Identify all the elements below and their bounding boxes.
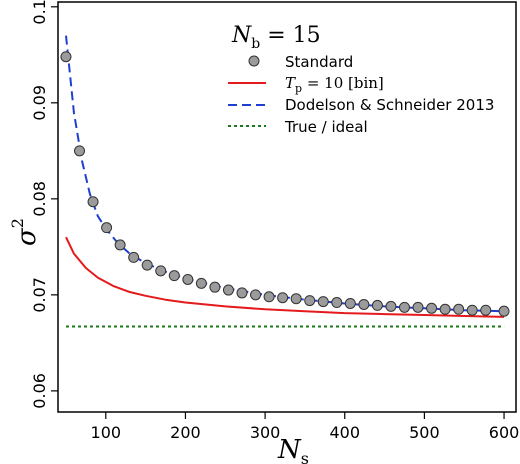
standard-point <box>74 145 86 157</box>
standard-point <box>128 251 140 263</box>
y-tick-label: 0.10 <box>30 0 49 25</box>
standard-point <box>290 293 302 305</box>
standard-point <box>141 259 153 271</box>
standard-point <box>317 296 329 308</box>
standard-point <box>498 305 510 317</box>
x-tick-label: 300 <box>250 423 281 442</box>
legend: Standard Tp = 10 [bin] Dodelson & Schnei… <box>228 53 494 136</box>
standard-point <box>236 287 248 299</box>
y-tick-label: 0.06 <box>30 373 49 409</box>
standard-point <box>412 301 424 313</box>
standard-point <box>250 289 262 301</box>
tp-line <box>65 236 505 318</box>
legend-label-dodelson: Dodelson & Schneider 2013 <box>285 96 494 114</box>
standard-point <box>331 297 343 309</box>
x-tick-label: 100 <box>91 423 122 442</box>
standard-point <box>453 303 465 315</box>
standard-point <box>480 304 492 316</box>
standard-point <box>439 303 451 315</box>
standard-point <box>114 239 126 251</box>
x-tick-label: 600 <box>489 423 520 442</box>
legend-marker-standard <box>248 55 260 67</box>
standard-point <box>371 299 383 311</box>
y-tick-label: 0.07 <box>30 277 49 313</box>
x-tick-label: 400 <box>329 423 360 442</box>
standard-point <box>358 298 370 310</box>
standard-point <box>344 297 356 309</box>
standard-point <box>263 291 275 303</box>
standard-point <box>195 277 207 289</box>
chart-title: Nb = 15 <box>231 23 321 52</box>
x-axis-label: Ns <box>277 435 309 464</box>
standard-point <box>466 304 478 316</box>
legend-label-tp: Tp = 10 [bin] <box>285 74 384 95</box>
y-tick-label: 0.09 <box>30 85 49 121</box>
y-axis-label: σ2 <box>8 218 42 246</box>
standard-point <box>182 273 194 285</box>
standard-point <box>209 281 221 293</box>
y-tick-label: 0.08 <box>30 181 49 217</box>
legend-label-ideal: True / ideal <box>284 118 368 136</box>
y-axis: 0.06 0.07 0.08 0.09 0.10 <box>30 0 58 409</box>
standard-point <box>101 222 113 234</box>
standard-point <box>277 292 289 304</box>
standard-point <box>304 295 316 307</box>
standard-point <box>87 196 99 208</box>
x-axis: 100 200 300 400 500 600 <box>91 412 520 442</box>
x-tick-label: 500 <box>409 423 440 442</box>
series-layer <box>60 35 510 328</box>
x-tick-label: 200 <box>170 423 201 442</box>
standard-point <box>60 51 72 63</box>
standard-point <box>426 302 438 314</box>
legend-label-standard: Standard <box>285 53 353 71</box>
standard-point <box>168 270 180 282</box>
standard-point <box>385 300 397 312</box>
standard-point <box>155 265 167 277</box>
standard-point <box>222 284 234 296</box>
standard-point <box>398 301 410 313</box>
plot-frame <box>57 1 517 413</box>
